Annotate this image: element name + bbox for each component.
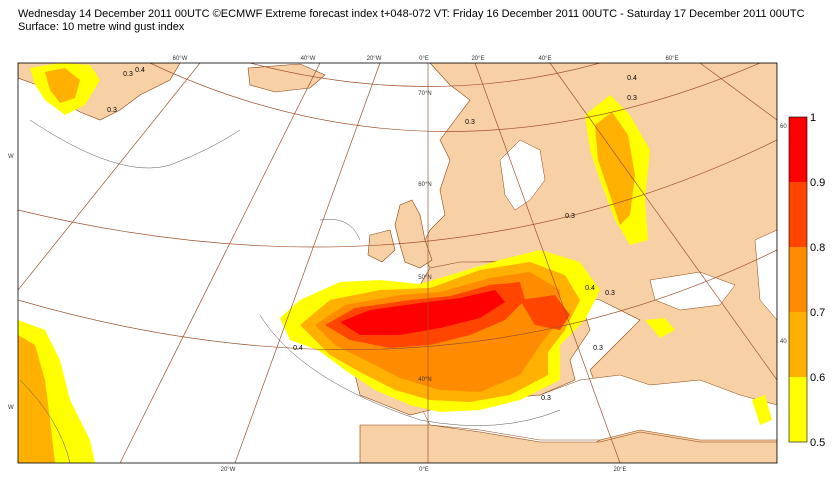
- lat-label: 40°N: [418, 377, 431, 383]
- lon-label-top: 20°W: [367, 56, 382, 62]
- efi-shading: [18, 63, 772, 463]
- colorbar-legend: 1 0.9 0.8 0.7 0.6 0.5: [788, 112, 825, 449]
- contour-labels: 0.30.40.30.30.40.30.30.40.30.30.40.3: [107, 67, 637, 402]
- ireland-land: [367, 229, 396, 263]
- colorbar-band: [789, 182, 807, 247]
- contour-label: 0.3: [541, 395, 551, 402]
- lon-label-top: 40°W: [301, 56, 316, 62]
- colorbar-tick-label: 1: [810, 112, 816, 124]
- lon-label-top: 40°E: [538, 56, 551, 62]
- contour-atlantic-4: [319, 218, 361, 241]
- lon-label-bottom: 20°W: [221, 467, 236, 473]
- meridian-20w: [234, 63, 381, 463]
- contour-atlantic-2: [19, 379, 71, 463]
- contour-label: 0.4: [585, 285, 595, 292]
- efi-west-edge-0.6: [18, 335, 55, 463]
- contour-label: 0.3: [605, 290, 615, 297]
- colorbar-tick-label: 0.6: [810, 372, 825, 384]
- lon-label-bottom: 20°E: [613, 467, 626, 473]
- contour-label: 0.3: [123, 71, 133, 78]
- contour-label: 0.3: [465, 119, 475, 126]
- contour-label: 0.4: [627, 75, 637, 82]
- colorbar-tick-label: 0.5: [810, 437, 825, 449]
- map-title: Wednesday 14 December 2011 00UTC ©ECMWF …: [18, 8, 805, 20]
- colorbar-tick-label: 0.7: [810, 307, 825, 319]
- parallel-70n: [249, 63, 601, 87]
- lon-labels-bottom: 20°W 0°E 20°E: [221, 467, 627, 473]
- lat-label: 50°N: [418, 275, 431, 281]
- efi-band-0.9: [340, 290, 505, 335]
- contour-label: 0.3: [107, 107, 117, 114]
- contour-label: 0.3: [627, 95, 637, 102]
- colorbar-frame: [788, 116, 808, 443]
- efi-patch-italy: [520, 295, 570, 330]
- map-subtitle: Surface: 10 metre wind gust index: [18, 21, 185, 33]
- parallel-40n: [18, 249, 777, 351]
- colorbar-band: [789, 312, 807, 377]
- colorbar-tick-label: 0.9: [810, 177, 825, 189]
- efi-patch-turkey: [645, 318, 675, 338]
- lat-labels-right: 60 40: [780, 124, 787, 345]
- meridian-40w: [119, 63, 321, 463]
- lat-label: 60°N: [418, 182, 431, 188]
- contour-label: 0.3: [593, 345, 603, 352]
- lon-label-top: 60°E: [665, 56, 678, 62]
- contour-atlantic-3: [259, 314, 561, 426]
- parallel-50n: [18, 139, 777, 248]
- lon-label-bottom: 0°E: [419, 467, 429, 473]
- lon-label-left: W: [8, 154, 14, 160]
- efi-greenland-0.6: [45, 68, 80, 103]
- great-britain-land: [394, 199, 433, 269]
- lon-label-top: 0°E: [419, 56, 429, 62]
- lat-label-right: 40: [780, 339, 787, 345]
- map-frame: [17, 62, 778, 464]
- colorbar-band: [789, 377, 807, 442]
- lon-label-top: 20°E: [471, 56, 484, 62]
- contour-label: 0.3: [565, 213, 575, 220]
- efi-patch-caucasus: [752, 395, 772, 425]
- meridian-20e: [474, 63, 621, 463]
- colorbar-band: [789, 247, 807, 312]
- parallel-60n: [149, 63, 761, 132]
- lat-labels: 70°N 60°N 50°N 40°N: [418, 91, 431, 383]
- lon-label-left: W: [8, 405, 14, 411]
- baltic-sea: [499, 139, 546, 211]
- colorbar-band: [789, 117, 807, 182]
- lon-label-top: 60°W: [173, 56, 188, 62]
- colorbar-tick-label: 0.8: [810, 242, 825, 254]
- lat-label-right: 60: [780, 124, 787, 130]
- iceland-land: [247, 63, 326, 93]
- lon-labels-left: WW: [8, 154, 14, 411]
- north-africa-land: [359, 424, 777, 463]
- meridian-60w: [18, 63, 201, 291]
- contour-atlantic-1: [29, 119, 241, 169]
- lat-label: 70°N: [418, 91, 431, 97]
- contour-label: 0.4: [135, 67, 145, 74]
- graticule: [18, 63, 777, 463]
- contour-label: 0.4: [293, 345, 303, 352]
- meridian-40e: [549, 63, 777, 381]
- meridian-60e: [699, 63, 777, 121]
- lon-labels-top: 60°W 40°W 20°W 0°E 20°E 40°E 60°E: [173, 56, 679, 62]
- contour-lines: [19, 119, 561, 463]
